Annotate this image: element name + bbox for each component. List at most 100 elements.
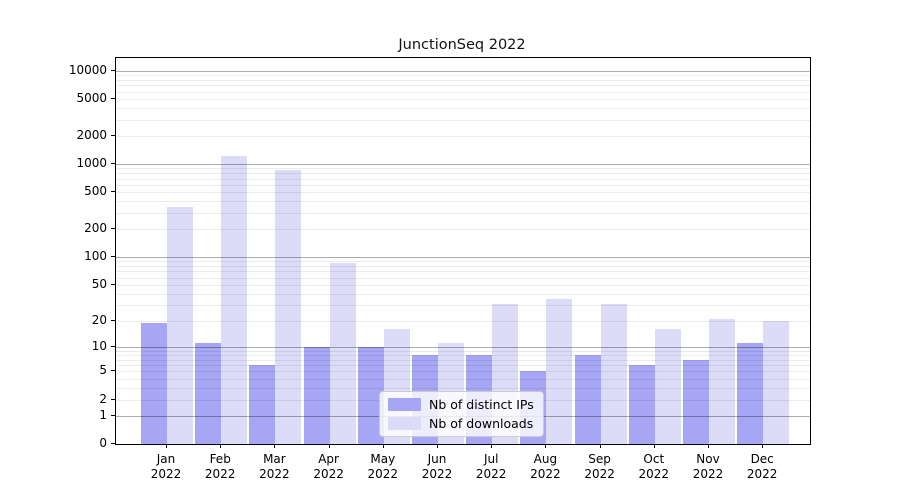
x-tick-label: Nov 2022 [680, 452, 736, 482]
x-tick-mark [220, 444, 222, 448]
x-tick-mark [599, 444, 601, 448]
x-tick-label-line: 2022 [313, 467, 344, 481]
x-tick-mark [382, 444, 384, 448]
x-tick-label-line: Oct [643, 452, 665, 466]
bar-nb-of-distinct-ips-sep-2022 [574, 355, 601, 444]
gridline-minor [116, 359, 810, 361]
gridline-minor [116, 168, 810, 170]
bar-nb-of-downloads-dec-2022 [763, 320, 790, 444]
gridline-minor [116, 80, 810, 82]
x-tick-label-line: 2022 [692, 467, 724, 481]
x-tick-label-line: 2022 [367, 467, 399, 481]
legend-swatch-nb-of-downloads [388, 417, 421, 430]
x-tick-label: Oct 2022 [626, 452, 682, 482]
legend-swatch-nb-of-distinct-ips [388, 398, 421, 411]
gridline-minor [116, 261, 810, 263]
x-tick-label-line: 2022 [150, 467, 182, 481]
y-tick-mark [111, 398, 115, 400]
y-tick-mark [111, 98, 115, 100]
gridline-minor [116, 293, 810, 295]
legend-label: Nb of distinct IPs [429, 397, 534, 412]
x-tick-label: Sep 2022 [572, 452, 628, 482]
gridline-major [116, 70, 810, 72]
x-tick-label-line: May [370, 452, 396, 466]
y-tick-mark [111, 283, 115, 285]
x-tick-label-line: Jul [483, 452, 499, 466]
gridline-minor [116, 108, 810, 110]
bar-nb-of-distinct-ips-dec-2022 [737, 343, 764, 444]
x-tick-label: Dec 2022 [734, 452, 790, 482]
gridline-minor [116, 371, 810, 373]
x-tick-label: Jan 2022 [138, 452, 194, 482]
bar-nb-of-downloads-sep-2022 [600, 303, 627, 444]
x-tick-mark [166, 444, 167, 448]
bar-nb-of-distinct-ips-oct-2022 [628, 365, 655, 444]
x-tick-label-line: 2022 [475, 467, 507, 481]
gridline-minor [116, 212, 810, 214]
gridline-minor [116, 284, 810, 286]
x-tick-mark [274, 444, 276, 448]
y-tick-mark [111, 370, 115, 372]
x-tick-label: Jul 2022 [463, 452, 519, 482]
y-tick-mark [111, 135, 115, 137]
x-tick-label: May 2022 [355, 452, 411, 482]
y-tick-label: 2000 [76, 128, 107, 143]
x-tick-label-line: 2022 [746, 467, 778, 481]
y-tick-label: 0 [99, 436, 107, 450]
bar-nb-of-distinct-ips-jan-2022 [141, 322, 167, 444]
y-tick-label: 20 [91, 312, 107, 327]
y-tick-label: 5 [99, 363, 107, 378]
grid-layer [116, 58, 810, 444]
y-tick-mark [111, 319, 115, 321]
bar-nb-of-downloads-apr-2022 [329, 263, 356, 444]
bar-nb-of-downloads-nov-2022 [709, 318, 735, 444]
x-tick-mark [437, 444, 438, 448]
x-tick-label-line: Feb [209, 452, 231, 466]
x-tick-mark [762, 444, 764, 448]
x-tick-label-line: Sep [588, 452, 611, 466]
gridline-minor [116, 365, 810, 367]
gridline-minor [116, 136, 810, 138]
gridline-minor [116, 184, 810, 186]
gridline-major [116, 257, 810, 259]
gridline-minor [116, 229, 810, 231]
y-tick-mark [111, 345, 115, 347]
legend: Nb of distinct IPs Nb of downloads [379, 391, 544, 437]
y-tick-label: 10 [91, 338, 107, 353]
gridline-minor [116, 271, 810, 273]
gridline-minor [116, 85, 810, 87]
y-tick-mark [111, 163, 115, 165]
gridline-minor [116, 119, 810, 121]
x-tick-label: Aug 2022 [517, 452, 573, 482]
y-tick-label: 50 [91, 276, 107, 291]
y-tick-label: 100 [84, 249, 107, 264]
x-tick-label: Feb 2022 [192, 452, 248, 482]
gridline-minor [116, 355, 810, 357]
gridline-minor [116, 201, 810, 203]
legend-label: Nb of downloads [429, 416, 534, 431]
bar-nb-of-downloads-mar-2022 [275, 169, 302, 444]
x-tick-mark [328, 444, 330, 448]
bar-nb-of-distinct-ips-nov-2022 [683, 359, 709, 444]
y-tick-label: 1000 [76, 156, 107, 171]
gridline-minor [116, 192, 810, 194]
x-tick-label: Jun 2022 [409, 452, 465, 482]
y-tick-mark [111, 228, 115, 230]
x-tick-label-line: 2022 [204, 467, 236, 481]
x-tick-label-line: Jun [427, 452, 447, 466]
gridline-minor [116, 277, 810, 279]
y-tick-label: 1 [99, 407, 107, 422]
x-tick-label-line: Mar [263, 452, 286, 466]
plot-area [115, 57, 811, 445]
x-tick-mark [708, 444, 709, 448]
x-tick-mark [491, 444, 493, 448]
bar-nb-of-distinct-ips-feb-2022 [195, 343, 222, 444]
y-tick-mark [111, 256, 115, 258]
gridline-minor [116, 350, 810, 352]
x-tick-label: Mar 2022 [246, 452, 302, 482]
gridline-major [116, 346, 810, 348]
gridline-minor [116, 75, 810, 77]
y-tick-mark [111, 414, 115, 416]
gridline-minor [116, 266, 810, 268]
